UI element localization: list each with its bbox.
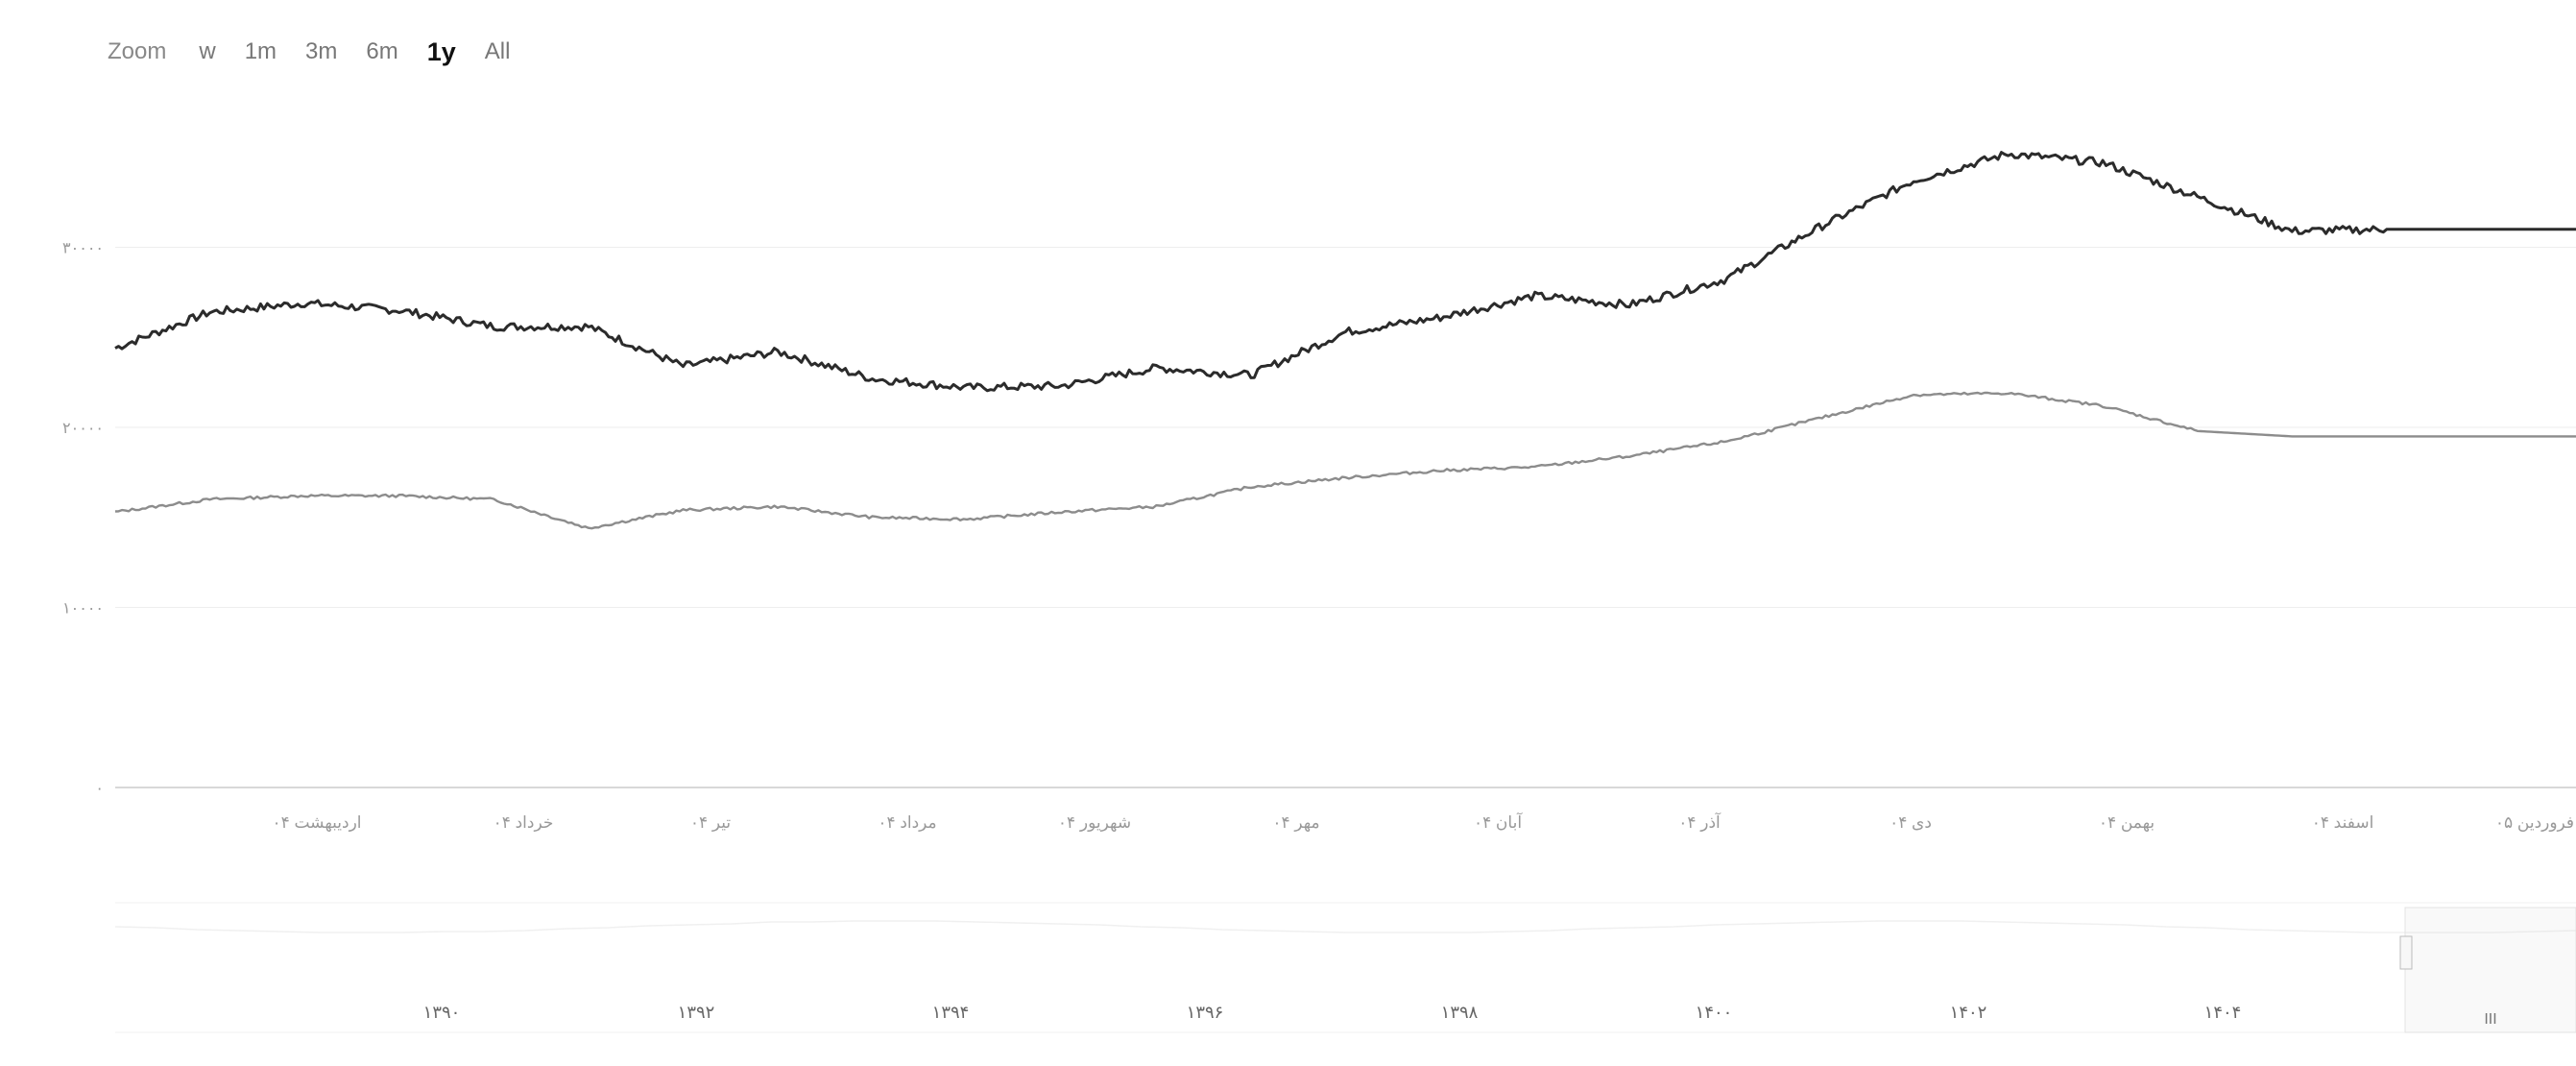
zoom-button-1y[interactable]: 1y (426, 36, 456, 66)
navigator-tick-label: ۱۳۹۲ (678, 1003, 715, 1022)
x-tick-label: آذر ۰۴ (1678, 812, 1721, 832)
x-tick-label: اسفند ۰۴ (2312, 813, 2374, 832)
x-tick-label: فروردین ۰۵ (2495, 813, 2574, 832)
y-axis: ۰ ۱۰۰۰۰ ۲۰۰۰۰ ۳۰۰۰۰ (62, 241, 104, 798)
series-layer (114, 151, 2576, 530)
x-tick-label: آبان ۰۴ (1474, 812, 1523, 832)
navigator-scroll-grip: III (2484, 1011, 2496, 1028)
y-tick-label: ۱۰۰۰۰ (62, 601, 104, 618)
series-line-dark (114, 151, 2576, 393)
navigator-tick-label: ۱۴۰۰ (1696, 1003, 1733, 1022)
navigator-tick-label: ۱۴۰۴ (2204, 1003, 2242, 1022)
navigator-tick-label: ۱۳۹۶ (1187, 1003, 1224, 1022)
x-tick-label: مرداد ۰۴ (878, 813, 936, 832)
x-tick-label: خرداد ۰۴ (494, 813, 554, 832)
zoom-button-w[interactable]: w (199, 38, 216, 64)
x-axis: اردیبهشت ۰۴ خرداد ۰۴ تیر ۰۴ مرداد ۰۴ شهریور … (272, 812, 2574, 833)
navigator-tick-label: ۱۳۹۸ (1441, 1003, 1479, 1022)
x-tick-label: اردیبهشت ۰۴ (272, 813, 361, 833)
navigator-tick-label: ۱۴۰۲ (1950, 1003, 1987, 1022)
zoom-bar: Zoom w 1m 3m 6m 1y All (108, 33, 510, 71)
navigator[interactable]: ۱۳۹۰ ۱۳۹۲ ۱۳۹۴ ۱۳۹۶ ۱۳۹۸ ۱۴۰۰ ۱۴۰۲ ۱۴۰۴ III (114, 902, 2576, 1033)
grid-lines (115, 247, 2576, 788)
navigator-tick-label: ۱۳۹۰ (423, 1003, 461, 1022)
navigator-tick-label: ۱۳۹۴ (932, 1003, 970, 1022)
navigator-selection (2404, 907, 2576, 1033)
zoom-label: Zoom (108, 38, 167, 64)
zoom-button-6m[interactable]: 6m (366, 38, 398, 64)
zoom-button-all[interactable]: All (484, 38, 511, 64)
zoom-button-3m[interactable]: 3m (305, 38, 338, 64)
x-tick-label: دی ۰۴ (1890, 813, 1932, 832)
series-line-light (114, 391, 2576, 530)
zoom-button-1m[interactable]: 1m (244, 38, 277, 64)
y-tick-label: ۳۰۰۰۰ (62, 241, 104, 257)
x-tick-label: بهمن ۰۴ (2099, 813, 2155, 833)
y-tick-label: ۰ (95, 781, 104, 797)
navigator-series (114, 920, 2576, 933)
navigator-handle-left[interactable] (2399, 935, 2413, 970)
y-tick-label: ۲۰۰۰۰ (62, 421, 104, 437)
x-tick-label: شهریور ۰۴ (1058, 813, 1131, 833)
x-tick-label: مهر ۰۴ (1272, 813, 1319, 833)
x-tick-label: تیر ۰۴ (690, 813, 731, 832)
